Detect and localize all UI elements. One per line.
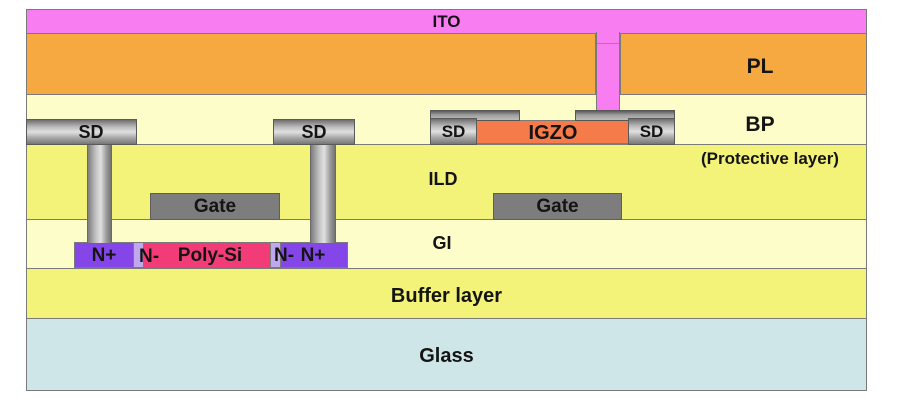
layer-buffer — [26, 268, 867, 319]
ito-via-edge-line — [597, 43, 619, 44]
poly-si-label: Poly-Si — [177, 245, 243, 266]
sd-plug-right — [310, 144, 336, 244]
bp-note-label: (Protective layer) — [701, 149, 839, 168]
ito-via — [596, 32, 620, 112]
gate-left-label: Gate — [193, 196, 237, 217]
sd-contact-left: SD — [26, 119, 137, 145]
sd-igzo-right-label: SD — [639, 122, 664, 141]
sd-igzo-right-contact: SD — [628, 118, 675, 145]
n-plus-right-label: N+ — [300, 245, 326, 266]
n-plus-left-label: N+ — [91, 245, 117, 266]
sd-left-label: SD — [78, 122, 104, 142]
n-minus-right-label: N- — [273, 245, 295, 266]
sd-plug-left — [87, 144, 112, 244]
gate-igzo-tft: Gate — [493, 193, 622, 220]
igzo-channel: IGZO — [473, 120, 633, 144]
sd-igzo-right-flange — [575, 110, 675, 121]
sd-igzo-left-contact: SD — [430, 118, 477, 145]
sd-igzo-left-label: SD — [441, 122, 466, 141]
pl-label: PL — [746, 55, 774, 78]
gi-label: GI — [432, 233, 452, 253]
layer-glass — [26, 318, 867, 391]
ito-label: ITO — [432, 12, 461, 31]
region-poly-si — [143, 242, 271, 268]
glass-label: Glass — [419, 345, 474, 367]
n-minus-left-label: N- — [138, 246, 160, 267]
gate-poly-si-tft: Gate — [150, 193, 280, 220]
gate-right-label: Gate — [536, 196, 579, 217]
bp-label: BP — [745, 113, 775, 136]
ild-label: ILD — [428, 169, 458, 189]
sd-mid-label: SD — [301, 122, 327, 142]
igzo-label: IGZO — [528, 122, 578, 144]
sd-contact-mid: SD — [273, 119, 355, 145]
layer-pl-right — [620, 33, 867, 95]
layer-pl-left — [26, 33, 596, 95]
buffer-label: Buffer layer — [390, 285, 503, 307]
